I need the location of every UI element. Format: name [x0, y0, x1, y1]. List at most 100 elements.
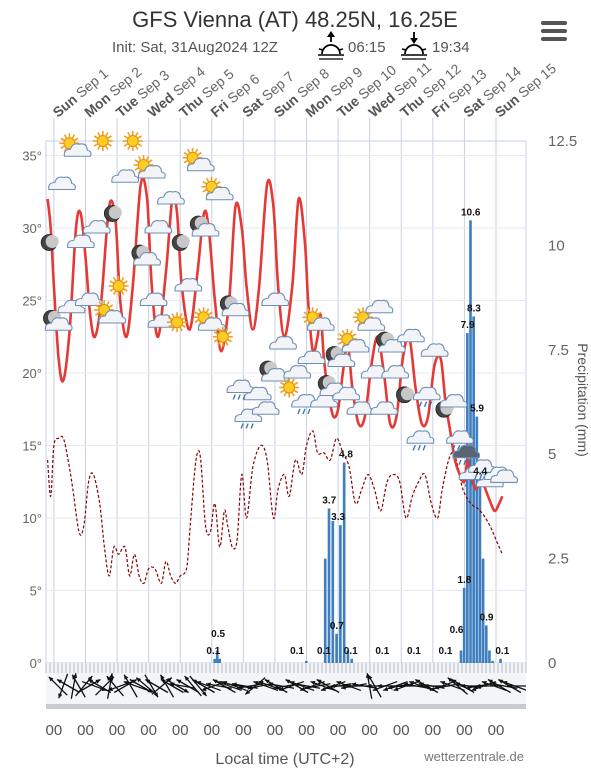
wind-arrows: [48, 673, 526, 699]
wind-arrow: [184, 675, 202, 697]
wind-arrow: [196, 680, 221, 692]
precip-bar: [491, 660, 494, 663]
weather-sun-cloud-icon: [337, 329, 370, 353]
weather-sun-cloud-icon: [182, 147, 215, 172]
precip-value-label: 4.4: [473, 466, 487, 477]
wind-arrow: [87, 678, 112, 694]
precip-tick-label: 10: [548, 237, 565, 254]
sunrise-icon: [318, 31, 344, 60]
weather-sun-icon: [108, 276, 129, 296]
weather-moon-icon: [171, 234, 190, 251]
weather-moon-icon: [40, 234, 59, 251]
dewpoint-line: [47, 430, 503, 585]
precip-axis-title: Precipitation (mm): [575, 343, 591, 457]
init-text: Init: Sat, 31Aug2024 12Z: [112, 39, 278, 56]
precip-bar: [323, 558, 327, 663]
menu-button[interactable]: [536, 14, 570, 44]
hour-label: 00: [488, 722, 505, 739]
wind-arrow: [77, 678, 101, 694]
precip-bar: [335, 633, 338, 663]
wind-arrow: [429, 680, 455, 692]
hour-labels: 00 00 00 00 00 00 00 00 00 00 00 00 00 00 00: [46, 722, 505, 739]
weather-cloud-rain-icon: [406, 430, 435, 451]
wind-arrow: [165, 678, 189, 694]
wind-arrow: [475, 683, 502, 689]
weather-cloud-icon: [251, 401, 280, 415]
precipitation-labels: 0.1 0.5 0.1 0.1 3.7 3.3 4.8 0.7 0.1 0.1 0.1 0.1 0.6 1…: [206, 207, 509, 656]
wind-arrow: [507, 683, 526, 689]
wind-arrow: [56, 678, 80, 694]
hour-label: 00: [46, 722, 63, 739]
hour-label: 00: [77, 722, 94, 739]
wind-arrow: [160, 678, 184, 694]
precip-bar: [346, 650, 350, 663]
temperature-lines: [46, 176, 504, 585]
weather-sun-icon: [167, 312, 188, 333]
y-axis-ticks: 0° 5° 10° 15° 20° 25° 30° 35°: [22, 149, 42, 672]
wind-arrow: [382, 680, 408, 692]
wind-arrow: [408, 680, 434, 692]
precip-bar: [213, 658, 217, 663]
weather-sun-icon: [92, 131, 113, 151]
weather-sun-cloud-icon: [193, 307, 226, 331]
wind-arrow: [237, 683, 263, 690]
weather-cloud-icon: [439, 394, 468, 408]
precip-value-label: 0.1: [290, 646, 304, 657]
wind-arrow: [299, 680, 325, 692]
precip-bar: [331, 521, 335, 663]
hour-label: 00: [267, 722, 284, 739]
wind-strip-bottom-bar: [46, 704, 526, 709]
weather-cloud-icon: [297, 350, 326, 365]
y-tick-label: 25°: [22, 294, 42, 309]
wind-arrow: [351, 682, 378, 689]
weather-cloud-icon: [381, 365, 410, 379]
precip-bar: [215, 650, 219, 663]
weather-moon-icon: [396, 386, 414, 404]
wind-arrow: [268, 682, 295, 689]
y-tick-label: 15°: [22, 439, 42, 454]
y-tick-label: 5°: [30, 584, 42, 599]
weather-storm-cloud-icon: [452, 444, 481, 465]
hour-label: 00: [456, 722, 473, 739]
precip-bar: [339, 525, 342, 663]
precip-value-label: 7.9: [461, 320, 475, 331]
precip-bar: [484, 625, 488, 663]
precip-value-label: 0.1: [344, 646, 358, 657]
precip-value-label: 3.3: [331, 512, 345, 523]
precip-value-label: 10.6: [461, 207, 481, 218]
weather-cloud-icon: [370, 401, 399, 415]
precip-value-label: 0.5: [211, 629, 225, 640]
weather-sun-icon: [212, 326, 233, 347]
weather-cloud-icon: [397, 328, 425, 343]
weather-cloud-icon: [283, 365, 312, 379]
weather-cloud-icon: [48, 176, 76, 191]
weather-sun-cloud-icon: [133, 155, 166, 179]
wind-arrow: [58, 673, 69, 699]
precip-value-label: 0.6: [450, 625, 464, 636]
wind-arrow: [123, 674, 138, 698]
weather-sun-icon: [122, 131, 143, 151]
sunset-icon: [401, 32, 427, 60]
hour-label: 00: [298, 722, 315, 739]
y-tick-label: 35°: [22, 149, 42, 164]
wind-arrow: [176, 678, 200, 694]
hour-label: 00: [361, 722, 378, 739]
wind-arrow: [258, 680, 284, 692]
precip-value-label: 0.1: [407, 646, 421, 657]
weather-cloud-icon: [67, 234, 95, 249]
weather-sun-cloud-icon: [201, 176, 234, 201]
precip-value-label: 0.1: [439, 646, 453, 657]
precip-bar: [342, 462, 346, 663]
wind-arrow: [216, 680, 242, 692]
wind-arrow: [212, 678, 236, 694]
hamburger-menu-icon: [541, 21, 567, 41]
weather-moon-cloud-icon: [43, 309, 73, 331]
weather-moon-icon: [103, 205, 122, 222]
wind-arrow: [316, 678, 340, 694]
wind-arrow: [191, 678, 215, 694]
y-tick-label: 0°: [30, 656, 42, 671]
sunset-time: 19:34: [432, 39, 470, 56]
hour-label: 00: [140, 722, 157, 739]
